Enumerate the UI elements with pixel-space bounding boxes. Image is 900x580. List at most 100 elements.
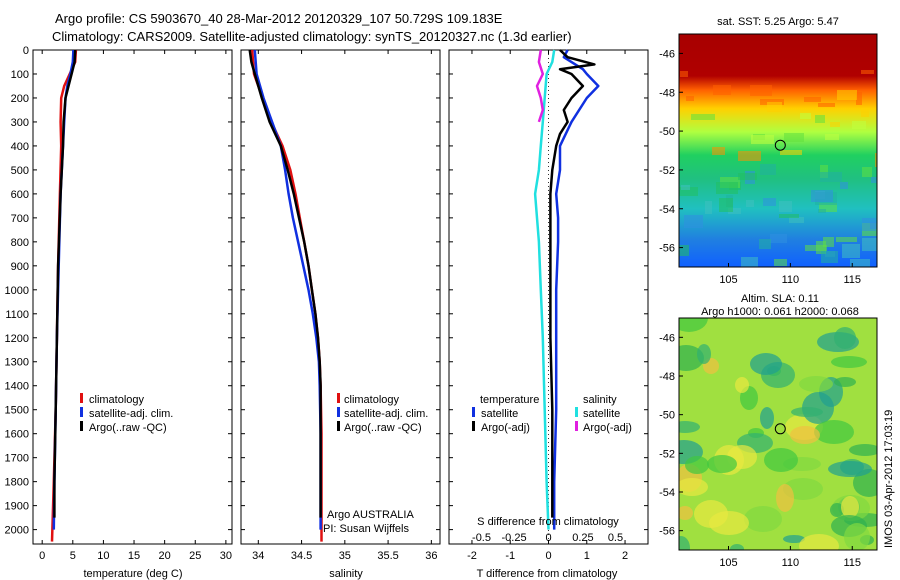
sst-texture-cell [825, 134, 839, 140]
legend-swatch-sal-argo [575, 421, 578, 431]
x-tick-label: 5 [70, 550, 76, 562]
sla-texture-blob [841, 496, 859, 518]
sst-texture-cell [763, 198, 776, 206]
sst-map-axes: 105 110 115 -46 -48 -50 -52 -54 -56 [659, 48, 861, 286]
y-tick-label: 100 [11, 69, 29, 81]
y-tick-label: 1900 [5, 501, 29, 513]
sla-map-title-line1: Altim. SLA: 0.11 [741, 293, 819, 305]
sla-map: Altim. SLA: 0.11 Argo h1000: 0.061 h2000… [659, 293, 878, 569]
x-tick-label: 35 [339, 550, 351, 562]
series-line-argo-raw-qc- [248, 49, 322, 518]
sst-texture-cell [686, 96, 694, 101]
legend-label-temp-argo: Argo(-adj) [481, 422, 530, 434]
sst-texture-cell [861, 108, 869, 117]
x-tick-label: 20 [159, 550, 171, 562]
y-tick-label: 200 [11, 93, 29, 105]
x-tick-label: 10 [97, 550, 109, 562]
legend-label-satellite: satellite-adj. clim. [89, 408, 173, 420]
x-tick-label: 0 [545, 550, 551, 562]
sst-texture-cell [816, 241, 826, 254]
map-y-tick-label: -50 [659, 126, 675, 138]
sst-texture-cell [818, 209, 826, 213]
x-tick-label: 15 [128, 550, 140, 562]
y-tick-label: 2000 [5, 525, 29, 537]
temperature-panel: 0100200300400500600700800900100011001200… [5, 45, 233, 580]
sla-texture-blob [790, 426, 820, 444]
sst-texture-cell [774, 259, 787, 266]
sst-texture-cell [800, 113, 811, 119]
legend-label-satellite: satellite-adj. clim. [344, 408, 428, 420]
sst-texture-cell [759, 239, 771, 249]
sst-texture-cell [681, 185, 690, 190]
legend-swatch-climatology [80, 393, 83, 403]
sst-texture-cell [870, 222, 877, 229]
sla-texture-blob [799, 534, 839, 550]
sst-texture-cell [770, 234, 787, 243]
sst-texture-cell [719, 198, 733, 212]
legend-swatch-argo [337, 421, 340, 431]
series-line-temperature-satellite [552, 49, 600, 530]
y-tick-label: 1800 [5, 477, 29, 489]
sst-texture-cell [819, 203, 837, 212]
legend-header-temperature: temperature [480, 394, 539, 406]
sst-texture-cell [862, 167, 872, 177]
sla-texture-blob [776, 484, 794, 512]
sla-map-axes: 105 110 115 -46 -48 -50 -52 -54 -56 [659, 332, 861, 569]
y-tick-label: 1500 [5, 405, 29, 417]
map-y-tick-label: -46 [659, 332, 675, 344]
sst-texture-cell [861, 70, 874, 74]
x-tick-label: 25 [189, 550, 201, 562]
difference-x-axis: -2 -1 0 1 2 [467, 50, 628, 562]
x-tick-label: 0 [39, 550, 45, 562]
salinity-x-label: salinity [329, 568, 363, 580]
sst-texture-cell [836, 237, 857, 242]
sst-field [679, 34, 877, 267]
x-tick-label: 1 [584, 550, 590, 562]
sla-texture-blob [760, 407, 774, 429]
map-x-tick-label: 105 [719, 274, 737, 286]
salinity-x-axis: 34 34.5 35 35.5 36 [252, 50, 437, 562]
map-x-tick-label: 110 [782, 274, 800, 286]
sla-texture-blob [730, 544, 744, 550]
legend-swatch-sal-satellite [575, 407, 578, 417]
sla-texture-blob [679, 478, 708, 496]
sla-texture-blob [750, 353, 782, 375]
y-tick-label: 500 [11, 165, 29, 177]
sst-texture-cell [716, 182, 738, 194]
salinity-panel: 34 34.5 35 35.5 36 salinity climatology sate… [240, 49, 441, 580]
sst-texture-cell [679, 245, 689, 256]
sst-map-frame [678, 33, 878, 268]
top-tick-label: -0.25 [502, 532, 527, 544]
difference-legend: temperature salinity satellite Argo(-adj… [472, 394, 632, 434]
sla-texture-blob [799, 376, 833, 392]
sst-texture-cell [691, 114, 715, 120]
legend-swatch-temp-argo [472, 421, 475, 431]
sla-texture-blob [679, 318, 708, 332]
map-x-tick-label: 115 [843, 274, 861, 286]
sst-texture-cell [680, 71, 688, 77]
legend-swatch-argo [80, 421, 83, 431]
x-tick-label: 34.5 [291, 550, 312, 562]
sla-texture-blob [744, 506, 782, 532]
map-y-tick-label: -48 [659, 87, 675, 99]
argo-position-marker [774, 139, 786, 151]
legend-label-argo: Argo(..raw -QC) [344, 422, 422, 434]
sla-texture-blob [679, 421, 700, 433]
salinity-series [248, 49, 323, 542]
sla-texture-blob [814, 420, 854, 444]
x-tick-label: -1 [505, 550, 515, 562]
map-x-tick-label: 110 [782, 557, 800, 569]
sst-texture-cell [821, 251, 838, 263]
difference-panel: -2 -1 0 1 2 -0.5 -0.25 0 0.25 0.5 T difference f… [448, 49, 649, 580]
map-y-tick-label: -56 [659, 526, 675, 538]
y-tick-label: 900 [11, 261, 29, 273]
map-x-tick-label: 105 [719, 557, 737, 569]
x-tick-label: 34 [252, 550, 264, 562]
y-tick-label: 1400 [5, 381, 29, 393]
sst-texture-cell [684, 215, 703, 228]
sst-texture-cell [856, 92, 862, 105]
sst-texture-cell [712, 147, 725, 155]
temperature-x-label: temperature (deg C) [83, 568, 182, 580]
map-y-tick-label: -46 [659, 48, 675, 60]
sst-texture-cell [842, 244, 860, 258]
